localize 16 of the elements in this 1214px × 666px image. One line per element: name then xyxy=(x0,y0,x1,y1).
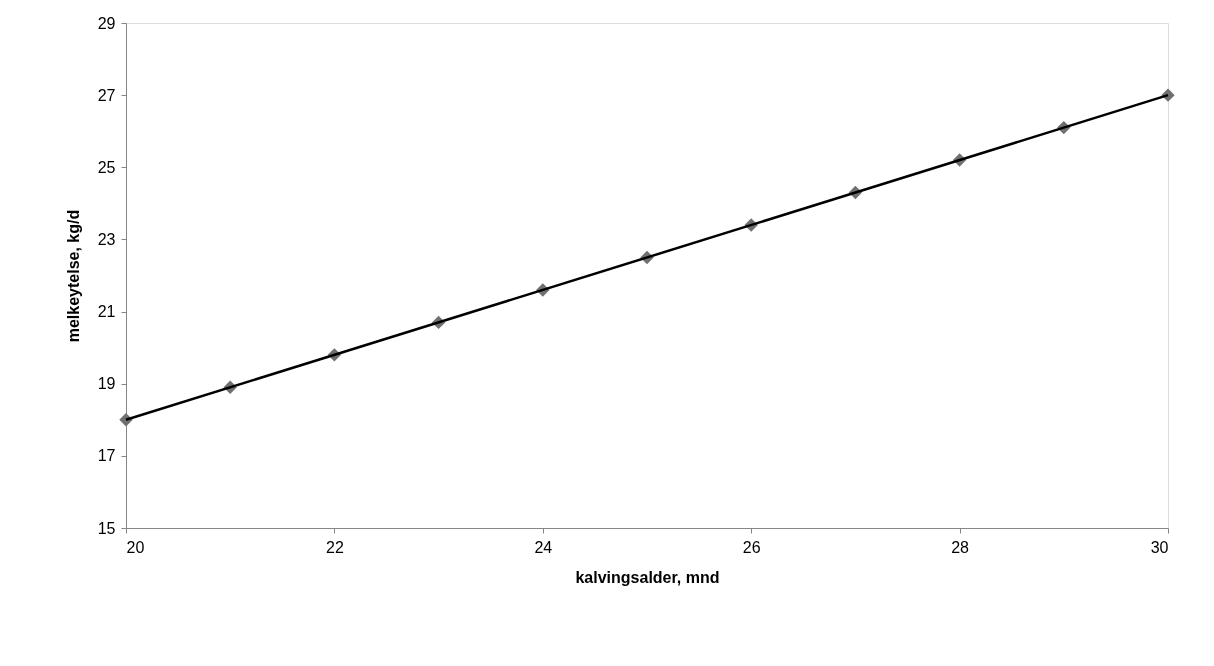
y-tick-label: 29 xyxy=(97,14,116,32)
y-axis-title: melkeytelse, kg/d xyxy=(64,209,82,343)
y-tick-label: 19 xyxy=(97,375,116,393)
x-tick-label: 26 xyxy=(742,538,761,556)
x-tick-label: 20 xyxy=(126,538,145,556)
y-tick-label: 21 xyxy=(97,303,116,321)
x-tick-label: 22 xyxy=(326,538,344,556)
x-tick-label: 24 xyxy=(534,538,553,556)
y-tick-label: 15 xyxy=(97,519,116,537)
y-tick-label: 25 xyxy=(97,158,116,176)
x-tick-label: 30 xyxy=(1150,538,1169,556)
x-tick-label: 28 xyxy=(951,538,970,556)
y-tick-label: 23 xyxy=(97,230,116,248)
x-axis-title: kalvingsalder, mnd xyxy=(575,568,720,586)
y-tick-label: 27 xyxy=(97,86,116,104)
y-tick-label: 17 xyxy=(97,447,116,465)
